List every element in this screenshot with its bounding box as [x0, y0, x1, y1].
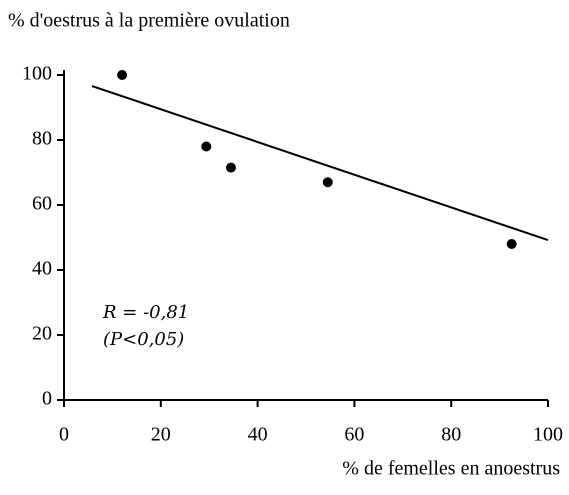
- y-tick-label: 60: [32, 193, 52, 215]
- y-tick-label: 100: [22, 63, 52, 85]
- x-tick-label: 80: [441, 424, 461, 446]
- data-point: [506, 239, 517, 249]
- x-tick-label: 20: [151, 424, 171, 446]
- x-tick-label: 40: [248, 424, 268, 446]
- y-axis-label: % d'oestrus à la première ovulation: [8, 10, 290, 32]
- data-point: [322, 177, 333, 188]
- y-tick-label: 40: [32, 258, 52, 280]
- data-point: [117, 70, 128, 80]
- y-tick-label: 80: [32, 128, 52, 150]
- annotation: R = -0,81: [102, 302, 189, 323]
- y-tick-label: 20: [32, 323, 52, 345]
- data-point: [225, 162, 236, 173]
- annotation: (P<0,05): [103, 329, 184, 350]
- trend-line: [91, 85, 549, 242]
- x-tick-label: 0: [59, 424, 69, 446]
- data-point: [201, 141, 212, 152]
- x-tick-label: 60: [344, 424, 364, 446]
- y-tick-label: 0: [42, 388, 52, 410]
- x-tick-label: 100: [533, 424, 563, 446]
- x-axis-label: % de femelles en anoestrus: [342, 458, 560, 480]
